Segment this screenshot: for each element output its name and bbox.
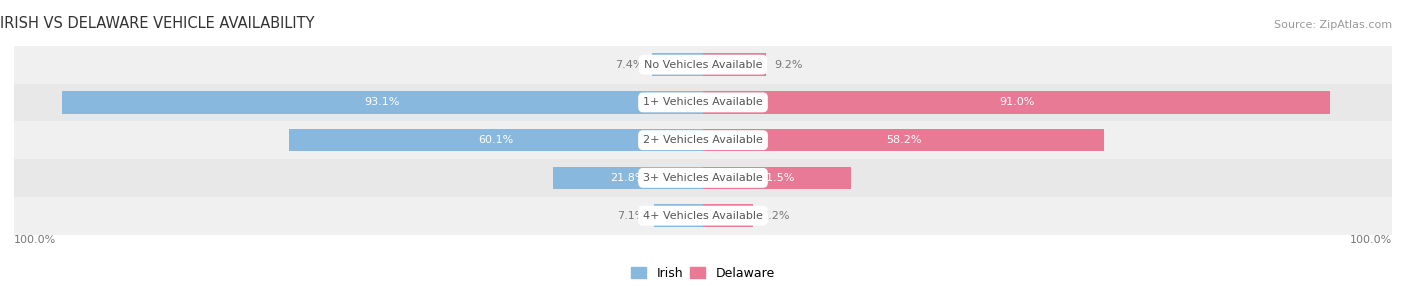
Bar — [553, 166, 703, 189]
Text: 21.8%: 21.8% — [610, 173, 645, 183]
Text: 100.0%: 100.0% — [1350, 235, 1392, 245]
Text: 3+ Vehicles Available: 3+ Vehicles Available — [643, 173, 763, 183]
Text: 91.0%: 91.0% — [998, 98, 1035, 107]
Text: 21.5%: 21.5% — [759, 173, 794, 183]
Bar — [14, 159, 1392, 197]
Bar — [703, 91, 1330, 114]
Bar — [703, 166, 851, 189]
Text: 60.1%: 60.1% — [478, 135, 513, 145]
Text: 9.2%: 9.2% — [775, 60, 803, 69]
Text: 7.1%: 7.1% — [617, 211, 645, 221]
Text: 93.1%: 93.1% — [364, 98, 399, 107]
Bar — [62, 91, 703, 114]
Bar — [654, 204, 703, 227]
Bar — [703, 129, 1104, 152]
Text: 1+ Vehicles Available: 1+ Vehicles Available — [643, 98, 763, 107]
Bar — [14, 46, 1392, 84]
Text: 2+ Vehicles Available: 2+ Vehicles Available — [643, 135, 763, 145]
Bar — [14, 121, 1392, 159]
Bar — [290, 129, 703, 152]
Text: 7.4%: 7.4% — [616, 60, 644, 69]
Text: 100.0%: 100.0% — [14, 235, 56, 245]
Legend: Irish, Delaware: Irish, Delaware — [626, 262, 780, 285]
Text: 7.2%: 7.2% — [761, 211, 789, 221]
Bar — [14, 197, 1392, 235]
Text: Source: ZipAtlas.com: Source: ZipAtlas.com — [1274, 20, 1392, 30]
Text: No Vehicles Available: No Vehicles Available — [644, 60, 762, 69]
Bar — [703, 204, 752, 227]
Bar — [14, 84, 1392, 121]
Text: 4+ Vehicles Available: 4+ Vehicles Available — [643, 211, 763, 221]
Bar — [652, 53, 703, 76]
Bar — [703, 53, 766, 76]
Text: IRISH VS DELAWARE VEHICLE AVAILABILITY: IRISH VS DELAWARE VEHICLE AVAILABILITY — [0, 16, 315, 31]
Text: 58.2%: 58.2% — [886, 135, 921, 145]
